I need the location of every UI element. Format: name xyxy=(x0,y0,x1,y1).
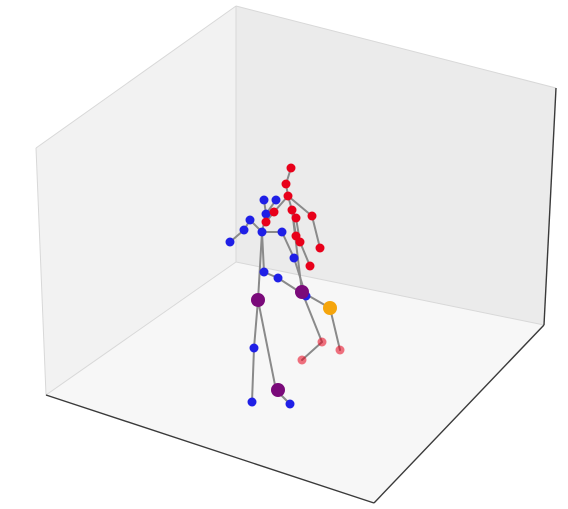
skeleton-b-joint xyxy=(247,397,257,407)
skeleton-b-joint xyxy=(273,273,283,283)
skeleton-a-joint xyxy=(261,217,271,227)
skeleton-b-joint xyxy=(289,253,299,263)
skeleton-b-bone xyxy=(261,231,265,273)
skeleton-b-bone xyxy=(281,231,295,259)
skeleton-b-joint xyxy=(271,195,281,205)
skeleton-b-joint xyxy=(259,267,269,277)
x-axis-line xyxy=(45,394,375,504)
skeleton-b-joint xyxy=(259,195,269,205)
skeleton-a-joint xyxy=(317,337,327,347)
skeleton-b-joint xyxy=(285,399,295,409)
skeleton-a-bone xyxy=(329,307,341,351)
pane-back xyxy=(236,6,556,325)
pane-left xyxy=(36,6,236,395)
skeleton-joints xyxy=(225,163,345,409)
overlap-joint xyxy=(251,293,265,307)
skeleton-b-joint xyxy=(257,227,267,237)
skeleton-b-joint xyxy=(225,237,235,247)
skeleton-b-joint xyxy=(277,227,287,237)
overlap-joint xyxy=(271,383,285,397)
skeleton-b-bone xyxy=(251,347,255,403)
pane-edge xyxy=(45,261,237,396)
pane-floor xyxy=(46,262,544,503)
skeleton-a-joint xyxy=(287,205,297,215)
skeleton-a-joint xyxy=(307,211,317,221)
skeleton-a-joint xyxy=(291,213,301,223)
skeleton-b-joint xyxy=(245,215,255,225)
overlap-joint xyxy=(295,285,309,299)
pane-edge xyxy=(235,5,557,89)
y-axis-line xyxy=(373,324,545,504)
z-axis-line xyxy=(543,87,557,326)
skeleton-a-joint xyxy=(335,345,345,355)
skeleton-a-joint xyxy=(283,191,293,201)
skeleton-b-bone xyxy=(253,299,259,349)
skeleton-a-bone xyxy=(287,195,313,217)
skeleton-b-joint xyxy=(261,209,271,219)
pane-edge xyxy=(35,147,47,396)
skeleton-b-joint xyxy=(239,225,249,235)
pane-edge xyxy=(35,5,237,149)
skeleton-a-joint xyxy=(269,207,279,217)
skeleton-b-bone xyxy=(257,299,277,391)
skeleton-b-joint xyxy=(249,343,259,353)
skeleton-a-joint xyxy=(281,179,291,189)
skeleton-a-joint xyxy=(305,261,315,271)
pane-edge xyxy=(235,261,545,326)
highlight-joint xyxy=(323,301,337,315)
skeleton-a-joint xyxy=(297,355,307,365)
skeleton-b-bone xyxy=(257,231,263,301)
skeleton-a-joint xyxy=(291,231,301,241)
skeleton-a-joint xyxy=(315,243,325,253)
skeleton-a-bone xyxy=(311,215,321,249)
skeleton-a-joint xyxy=(286,163,296,173)
